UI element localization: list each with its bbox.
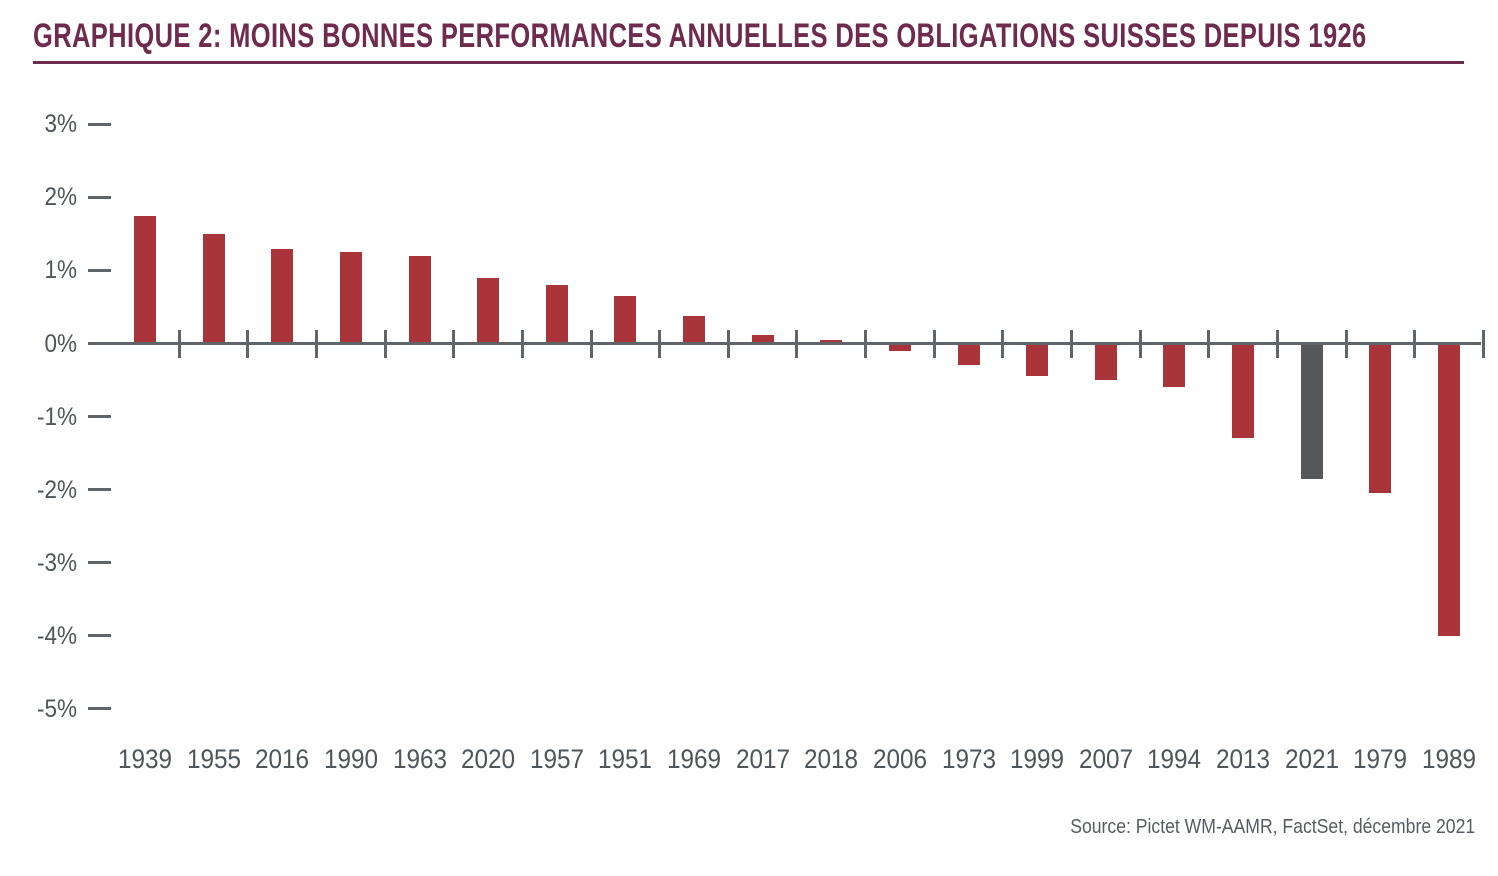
x-axis-tick-1990 <box>383 329 387 358</box>
source-caption: Source: Pictet WM-AAMR, FactSet, décembr… <box>1070 816 1475 838</box>
y-axis-label--5%: -5% <box>36 694 77 723</box>
bar-1979 <box>1369 343 1392 494</box>
x-axis-tick-1973 <box>1001 329 1005 358</box>
x-axis-tick-2020 <box>520 329 524 358</box>
bar-1939 <box>134 215 156 344</box>
y-axis-tick-dash <box>88 122 111 126</box>
bar-2006 <box>888 343 911 351</box>
x-axis-tick-2018 <box>864 329 868 358</box>
y-axis-tick-dash <box>88 415 111 419</box>
y-axis-label-2%: 2% <box>44 183 77 212</box>
bar-2018 <box>820 339 843 344</box>
x-axis-tick-1955 <box>246 329 250 358</box>
y-axis-label-1%: 1% <box>44 256 77 285</box>
x-axis-label-2018: 2018 <box>804 744 859 774</box>
x-axis-label-1957: 1957 <box>529 744 584 774</box>
bar-1990 <box>339 252 362 344</box>
y-axis-label--1%: -1% <box>36 402 77 431</box>
y-axis-label--2%: -2% <box>36 475 77 504</box>
bar-1989 <box>1437 343 1460 636</box>
bar-2007 <box>1094 343 1117 381</box>
x-axis-label-1973: 1973 <box>941 744 996 774</box>
x-axis-label-1990: 1990 <box>323 744 378 774</box>
x-axis-label-2021: 2021 <box>1284 744 1339 774</box>
bar-1951 <box>614 296 637 344</box>
x-axis-label-1969: 1969 <box>666 744 722 774</box>
x-axis-label-1994: 1994 <box>1147 744 1202 774</box>
x-axis-label-2016: 2016 <box>255 744 310 774</box>
x-axis-tick-2006 <box>932 329 936 358</box>
bar-2013 <box>1232 343 1255 439</box>
x-axis-tick-2017 <box>795 329 799 358</box>
y-axis-label--3%: -3% <box>36 548 77 577</box>
x-axis-tick-2016 <box>315 329 319 358</box>
x-axis-label-1955: 1955 <box>186 744 241 774</box>
bar-1999 <box>1026 343 1049 377</box>
bar-2020 <box>477 277 500 344</box>
x-axis-tick-1939 <box>177 329 181 358</box>
y-axis-tick-dash <box>88 195 111 199</box>
x-axis-label-2013: 2013 <box>1216 744 1271 774</box>
title-underline <box>33 61 1464 64</box>
x-axis-tick-2007 <box>1138 329 1142 358</box>
x-axis-label-2007: 2007 <box>1078 744 1133 774</box>
x-axis-label-1939: 1939 <box>117 744 173 774</box>
bar-2016 <box>271 248 294 344</box>
x-axis-zero-line <box>88 342 1481 345</box>
x-axis-tick-1963 <box>452 329 456 358</box>
bar-1957 <box>545 285 568 344</box>
x-axis-label-2020: 2020 <box>461 744 516 774</box>
bar-1955 <box>202 233 225 344</box>
x-axis-tick-2021 <box>1344 329 1348 358</box>
y-axis-label-0%: 0% <box>44 329 77 358</box>
x-axis-label-2017: 2017 <box>735 744 790 774</box>
x-axis-tick-1979 <box>1413 329 1417 358</box>
y-axis-tick-dash <box>88 707 111 711</box>
bar-1969 <box>683 315 706 344</box>
y-axis-tick-dash <box>88 561 111 565</box>
y-axis-tick-dash <box>88 488 111 492</box>
x-axis-tick-1999 <box>1070 329 1073 358</box>
x-axis-label-2006: 2006 <box>872 744 927 774</box>
x-axis-label-1963: 1963 <box>392 744 447 774</box>
y-axis-label--4%: -4% <box>36 621 77 650</box>
y-axis-tick-dash <box>88 268 111 272</box>
x-axis-label-1999: 1999 <box>1010 744 1065 774</box>
x-axis-label-1951: 1951 <box>598 744 653 774</box>
bar-2021 <box>1300 343 1323 479</box>
x-axis-tick-1969 <box>726 329 730 358</box>
x-axis-label-1979: 1979 <box>1353 744 1408 774</box>
bar-1963 <box>408 255 431 344</box>
x-axis-label-1989: 1989 <box>1421 744 1476 774</box>
bar-1994 <box>1163 343 1186 388</box>
x-axis-tick-2013 <box>1275 329 1279 358</box>
bar-1973 <box>957 343 980 366</box>
chart-title: GRAPHIQUE 2: MOINS BONNES PERFORMANCES A… <box>33 17 1367 55</box>
x-axis-tick-1957 <box>589 329 593 358</box>
x-axis-tick-1994 <box>1207 329 1211 358</box>
y-axis-tick-dash <box>88 634 111 638</box>
y-axis-label-3%: 3% <box>44 110 77 139</box>
x-axis-tick-1951 <box>658 329 662 358</box>
x-axis-tick-1989 <box>1481 329 1485 358</box>
bar-2017 <box>751 334 774 344</box>
